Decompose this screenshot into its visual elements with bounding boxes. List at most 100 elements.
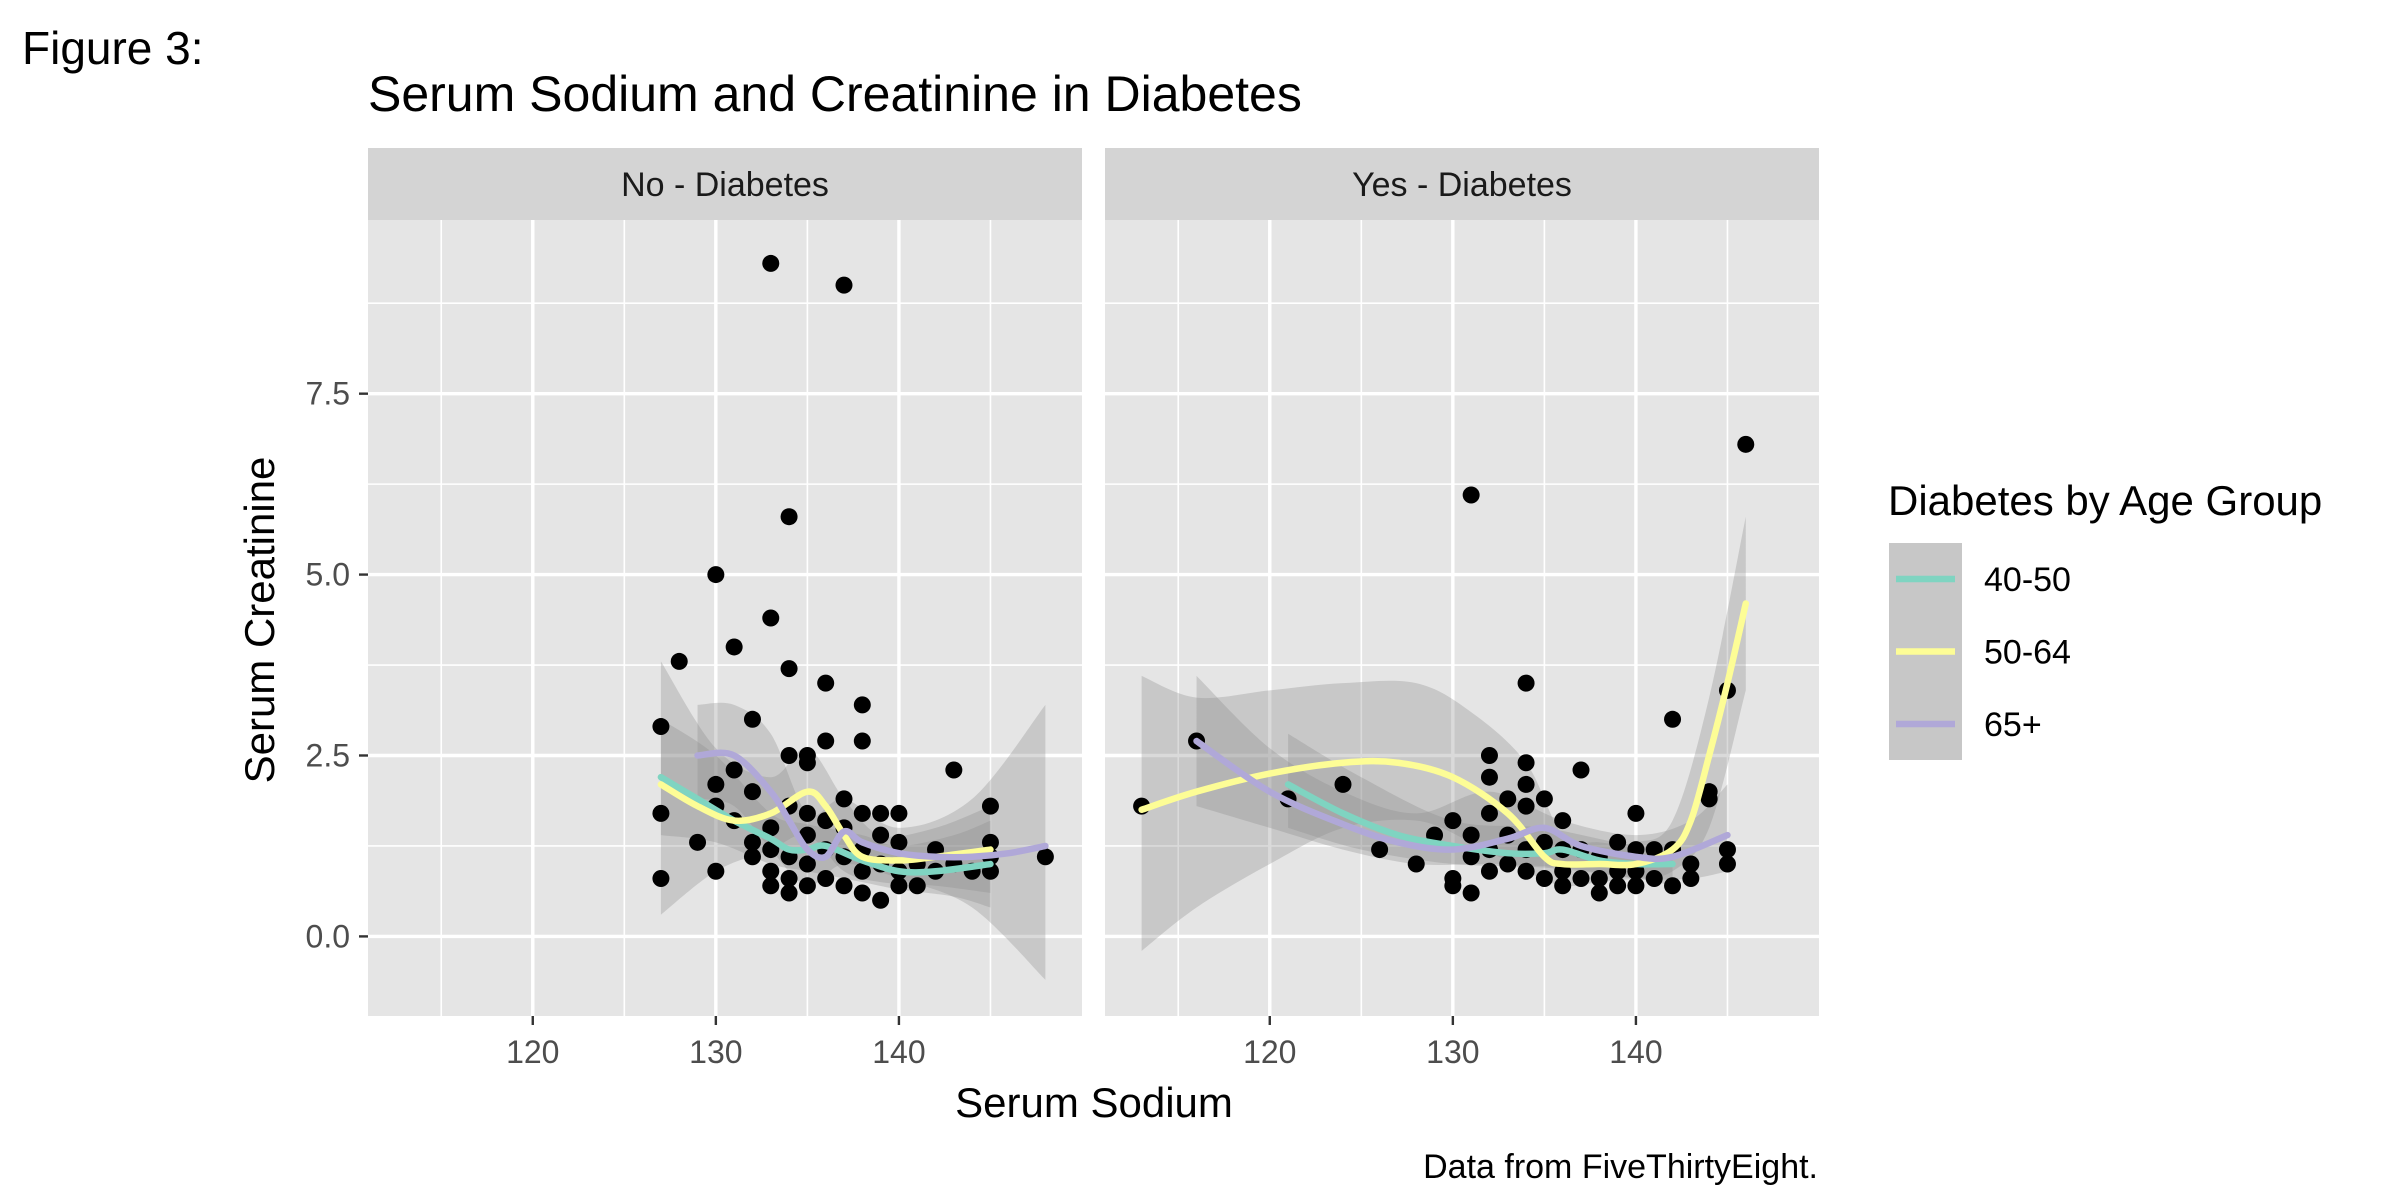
data-point xyxy=(817,870,835,888)
data-point xyxy=(689,833,707,851)
smooth-line-50-64 xyxy=(657,781,994,864)
data-point xyxy=(1737,435,1755,453)
data-point xyxy=(890,833,908,851)
data-point xyxy=(872,804,890,822)
data-point xyxy=(652,718,670,736)
data-point xyxy=(1554,877,1572,895)
x-tick-label: 140 xyxy=(872,1034,925,1070)
data-point xyxy=(707,566,725,584)
data-point xyxy=(1609,833,1627,851)
y-tick-label: 2.5 xyxy=(306,737,350,773)
data-point xyxy=(853,696,871,714)
data-point xyxy=(652,870,670,888)
data-point xyxy=(853,884,871,902)
confidence-band-65+ xyxy=(697,702,1046,980)
x-tick-label: 140 xyxy=(1609,1034,1662,1070)
data-point xyxy=(890,877,908,895)
data-point xyxy=(1517,862,1535,880)
data-point xyxy=(835,790,853,808)
data-point xyxy=(1627,877,1645,895)
data-point xyxy=(1645,841,1663,859)
data-point xyxy=(1499,855,1517,873)
data-point xyxy=(817,674,835,692)
y-tick-label: 5.0 xyxy=(306,557,350,593)
data-point xyxy=(652,804,670,822)
data-point xyxy=(798,804,816,822)
facet-strip-label: No - Diabetes xyxy=(621,166,829,204)
y-tick-label: 7.5 xyxy=(306,376,350,412)
data-point xyxy=(1517,775,1535,793)
facet-strip xyxy=(1105,148,1819,220)
data-point xyxy=(762,609,780,627)
data-point xyxy=(1462,884,1480,902)
facet-strip-label: Yes - Diabetes xyxy=(1352,166,1572,204)
data-point xyxy=(1627,804,1645,822)
data-point xyxy=(981,797,999,815)
smooth-line-65+ xyxy=(694,749,1049,862)
figure-label: Figure 3: xyxy=(22,22,204,74)
data-point xyxy=(1444,812,1462,830)
data-point xyxy=(707,862,725,880)
legend-title: Diabetes by Age Group xyxy=(1888,477,2322,524)
data-point xyxy=(853,804,871,822)
data-point xyxy=(725,761,743,779)
data-point xyxy=(798,877,816,895)
data-point xyxy=(1517,674,1535,692)
data-point xyxy=(762,841,780,859)
data-point xyxy=(780,660,798,678)
data-point xyxy=(872,891,890,909)
data-point xyxy=(1480,746,1498,764)
facet-panel: No - Diabetes 120 130 140 0.0 2.5 5.0 7.5 xyxy=(306,148,1082,1070)
data-point xyxy=(1517,754,1535,772)
data-point xyxy=(872,826,890,844)
data-point xyxy=(1371,841,1389,859)
data-point xyxy=(890,804,908,822)
data-point xyxy=(1682,855,1700,873)
data-point xyxy=(1554,812,1572,830)
x-tick-label: 120 xyxy=(506,1034,559,1070)
data-point xyxy=(780,870,798,888)
y-tick-label: 0.0 xyxy=(306,918,350,954)
facet-panels: No - Diabetes 120 130 140 0.0 2.5 5.0 7.5 Yes - … xyxy=(306,148,1819,1070)
data-point xyxy=(780,508,798,526)
data-point xyxy=(743,848,761,866)
panel-gridlines xyxy=(368,220,1082,1016)
data-point xyxy=(1535,790,1553,808)
data-point xyxy=(1444,877,1462,895)
data-point xyxy=(945,761,963,779)
data-point xyxy=(1334,775,1352,793)
confidence-band-50-64 xyxy=(1141,516,1746,951)
data-point xyxy=(1590,870,1608,888)
data-point xyxy=(1462,826,1480,844)
panel-background xyxy=(368,220,1082,1016)
data-point xyxy=(835,276,853,294)
data-point xyxy=(853,862,871,880)
data-point xyxy=(1480,862,1498,880)
data-point xyxy=(1480,768,1498,786)
data-point xyxy=(743,710,761,728)
data-point xyxy=(762,862,780,880)
legend-label: 40-50 xyxy=(1984,561,2071,599)
facet-panel: Yes - Diabetes 120 130 140 xyxy=(1105,148,1819,1070)
data-point xyxy=(762,254,780,272)
data-point xyxy=(1036,848,1054,866)
data-point xyxy=(1645,870,1663,888)
confidence-band-65+ xyxy=(1196,675,1728,880)
y-axis-label: Serum Creatinine xyxy=(236,457,283,784)
caption: Data from FiveThirtyEight. xyxy=(1423,1148,1818,1186)
plot-area xyxy=(652,254,1054,980)
data-point xyxy=(1682,870,1700,888)
data-point xyxy=(853,732,871,750)
data-point xyxy=(1664,710,1682,728)
data-point xyxy=(1480,804,1498,822)
panel-background xyxy=(1105,220,1819,1016)
data-point xyxy=(743,783,761,801)
chart-title: Serum Sodium and Creatinine in Diabetes xyxy=(368,66,1302,122)
data-point xyxy=(1462,486,1480,504)
data-point xyxy=(1517,797,1535,815)
legend-label: 50-64 xyxy=(1984,634,2071,672)
data-point xyxy=(1407,855,1425,873)
data-point xyxy=(707,775,725,793)
data-point xyxy=(1499,790,1517,808)
data-point xyxy=(1700,790,1718,808)
